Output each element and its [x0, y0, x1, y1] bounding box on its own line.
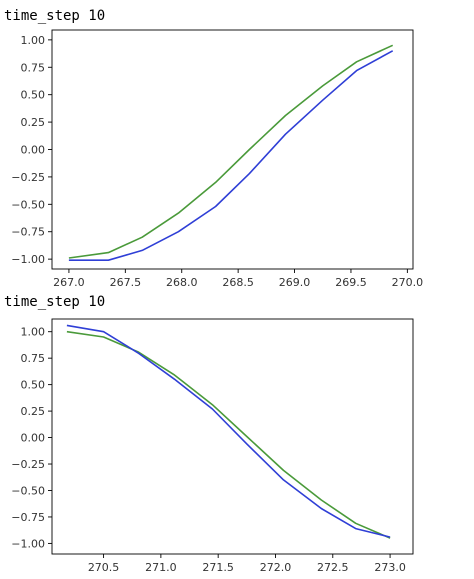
y-tick-label: −1.00	[11, 253, 45, 266]
x-tick-label: 270.0	[392, 276, 424, 289]
y-tick-label: −0.25	[11, 171, 45, 184]
y-tick-label: −0.75	[11, 511, 45, 524]
plot-frame	[51, 29, 414, 270]
x-tick-label: 267.5	[110, 276, 142, 289]
x-tick-label: 270.5	[88, 561, 120, 572]
x-tick-label: 268.5	[222, 276, 254, 289]
x-tick-label: 268.0	[166, 276, 198, 289]
cell-caption-2: time_step 10	[4, 294, 106, 310]
series-line-1	[66, 330, 391, 539]
y-tick-label: −0.50	[11, 484, 45, 497]
y-tick-label: 0.75	[21, 352, 46, 365]
y-tick-label: 0.00	[21, 144, 46, 157]
y-tick-label: 0.00	[21, 432, 46, 445]
x-tick-label: 272.5	[317, 561, 349, 572]
x-tick-label: 271.0	[145, 561, 177, 572]
line-chart-2: 1.00 0.75 0.50 0.25 0.00 −0.25 −0.50 −0.75 −1.00…	[11, 318, 414, 572]
y-tick-label: 0.75	[21, 61, 46, 74]
series-line-2	[66, 324, 391, 538]
y-tick-label: 1.00	[21, 34, 46, 47]
x-tick-label: 269.5	[335, 276, 367, 289]
series-line-2	[68, 50, 394, 261]
plot-frame	[51, 318, 414, 555]
y-tick-label: 0.50	[21, 379, 46, 392]
y-tick-label: 0.50	[21, 89, 46, 102]
y-tick-label: −0.25	[11, 458, 45, 471]
y-tick-label: 0.25	[21, 405, 46, 418]
line-chart-1: 1.00 0.75 0.50 0.25 0.00 −0.25 −0.50 −0.75 −1.00…	[11, 29, 424, 289]
y-tick-label: −0.50	[11, 198, 45, 211]
series-line-1	[68, 44, 394, 259]
cell-caption-1: time_step 10	[4, 8, 106, 24]
x-tick-label: 267.0	[53, 276, 85, 289]
y-tick-label: −0.75	[11, 226, 45, 239]
x-tick-label: 272.0	[260, 561, 292, 572]
x-tick-label: 271.5	[202, 561, 234, 572]
x-tick-label: 269.0	[279, 276, 311, 289]
y-tick-label: 0.25	[21, 116, 46, 129]
y-tick-label: −1.00	[11, 537, 45, 550]
x-tick-label: 273.0	[374, 561, 406, 572]
y-tick-label: 1.00	[21, 326, 46, 339]
